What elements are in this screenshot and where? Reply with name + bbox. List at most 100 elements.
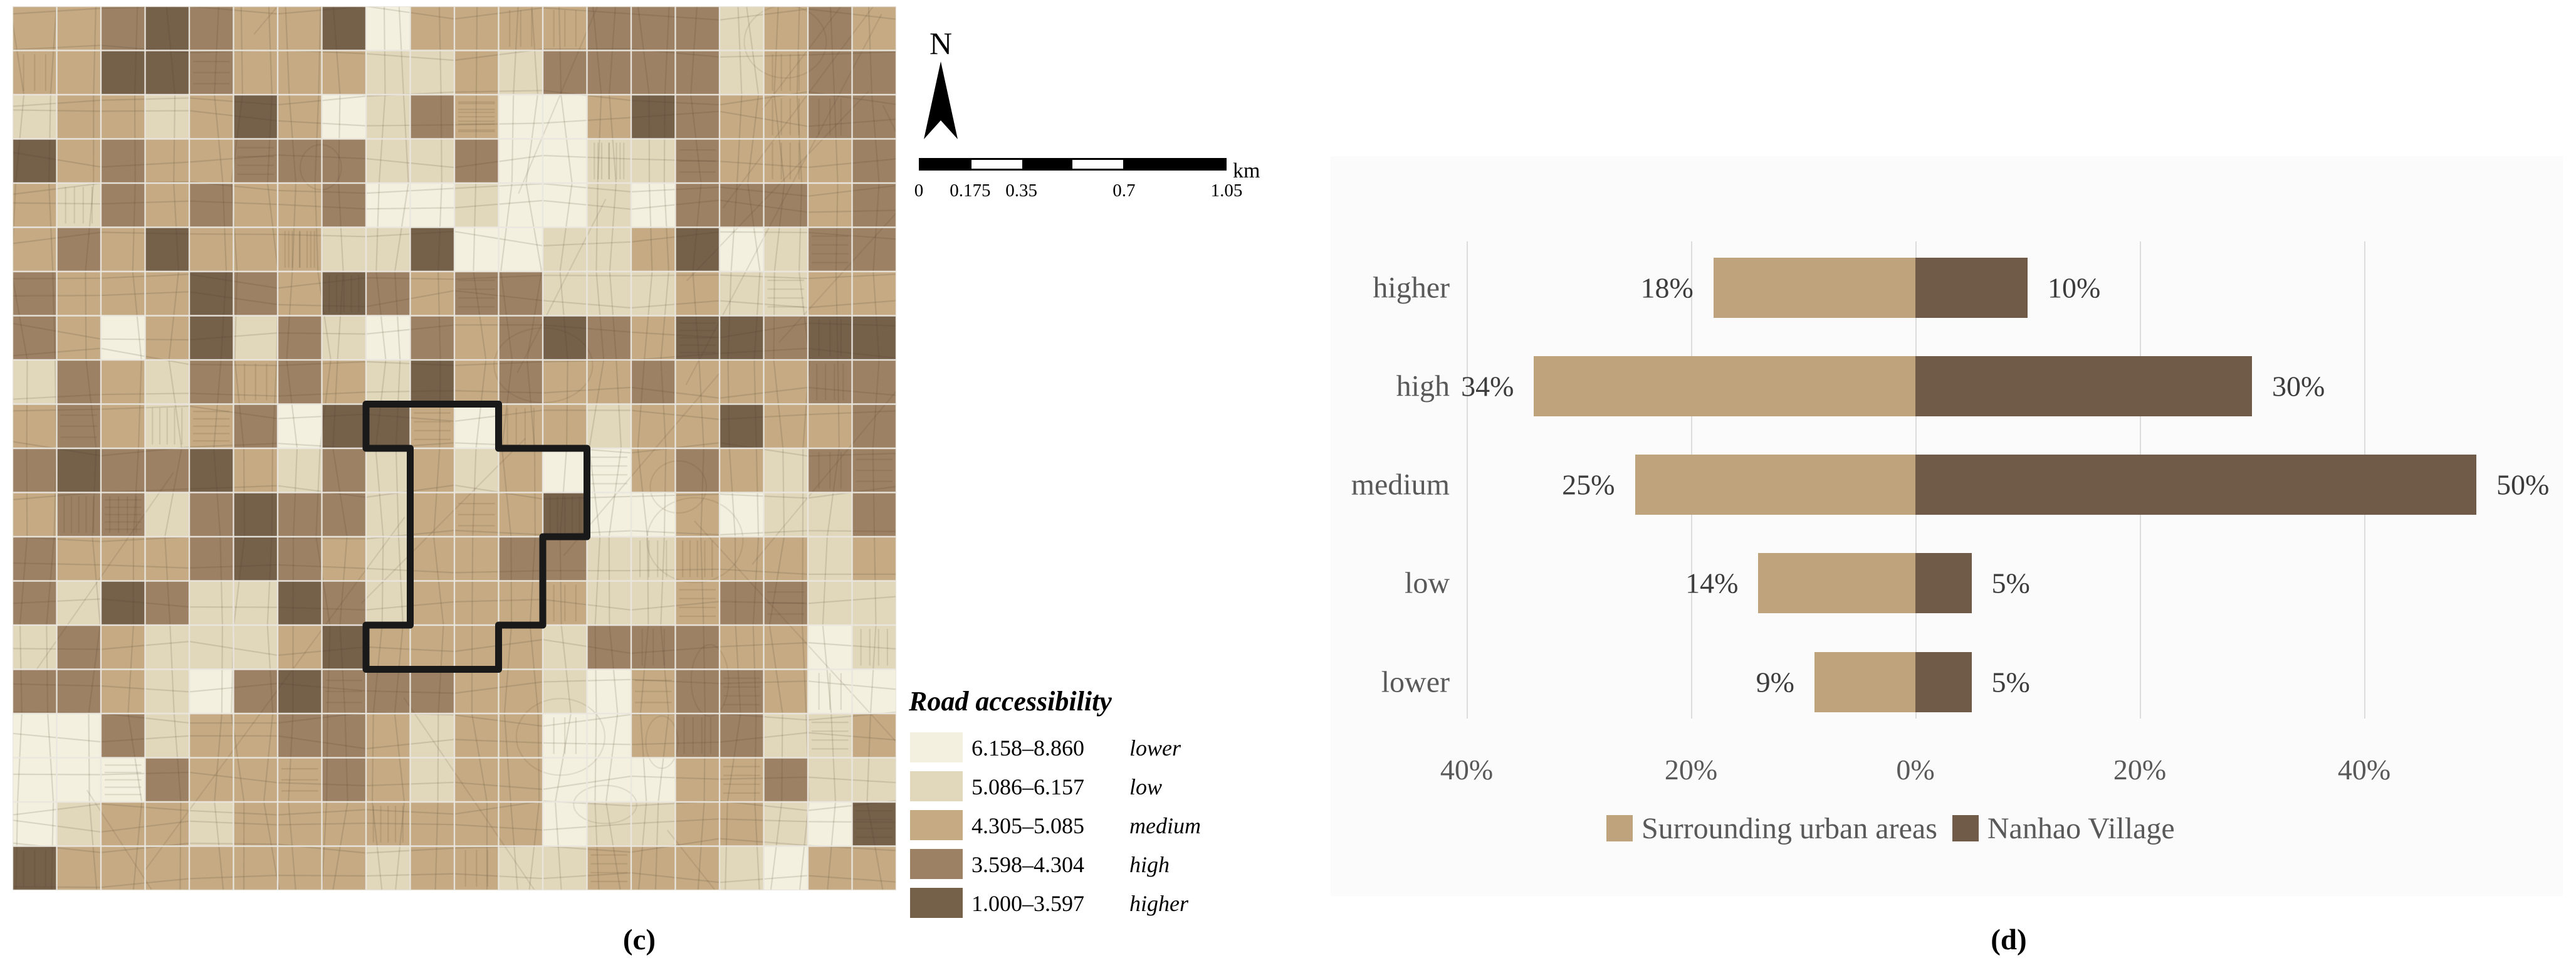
map-cell — [763, 714, 808, 758]
map-cell — [56, 271, 101, 316]
map-cell — [543, 404, 587, 448]
legend-swatch — [910, 771, 963, 801]
map-cell — [543, 581, 587, 625]
value-label-right: 5% — [1991, 666, 2030, 698]
map-cell — [454, 448, 499, 493]
map-cell — [410, 6, 454, 51]
map-legend-row: 3.598–4.304 high — [909, 846, 1260, 885]
map-cell — [189, 802, 234, 846]
map-cell — [278, 95, 322, 139]
map-cell — [101, 183, 145, 228]
chart-legend-label: Surrounding urban areas — [1641, 811, 1937, 845]
map-cell — [763, 669, 808, 714]
map-cell — [366, 802, 411, 846]
map-cell — [101, 315, 145, 360]
map-cell — [410, 404, 454, 448]
map-cell — [720, 714, 764, 758]
map-cell — [101, 537, 145, 581]
x-axis-tick-label: 20% — [1664, 754, 1718, 786]
category-label: high — [1396, 369, 1450, 403]
map-cell — [808, 669, 852, 714]
map-cell — [498, 492, 543, 537]
map-cell — [720, 669, 764, 714]
map-cell — [720, 50, 764, 95]
map-cell — [145, 669, 189, 714]
map-cell — [631, 6, 676, 51]
map-cell — [587, 581, 631, 625]
map-cell — [454, 360, 499, 404]
map-cell — [410, 183, 454, 228]
map-cell — [454, 757, 499, 802]
map-cell — [852, 757, 896, 802]
map-cell — [720, 183, 764, 228]
map-cell — [233, 404, 278, 448]
map-cell — [13, 625, 57, 670]
map-cell — [145, 95, 189, 139]
road-accessibility-map — [13, 6, 896, 890]
scale-bar-tick-label: 0.35 — [1005, 181, 1038, 201]
map-cell — [145, 757, 189, 802]
map-cell — [675, 669, 720, 714]
legend-swatch — [910, 849, 963, 879]
map-cell — [189, 581, 234, 625]
map-cell — [543, 492, 587, 537]
map-cell — [631, 50, 676, 95]
map-cell — [189, 404, 234, 448]
map-cell — [498, 271, 543, 316]
map-cell — [763, 625, 808, 670]
map-cell — [410, 50, 454, 95]
map-cell — [763, 50, 808, 95]
map-cell — [145, 183, 189, 228]
map-cell — [675, 315, 720, 360]
chart-legend-swatch — [1952, 815, 1979, 841]
map-cell — [498, 669, 543, 714]
map-legend-row: 1.000–3.597 higher — [909, 885, 1260, 924]
map-cell — [13, 271, 57, 316]
scale-bar-ticks: 0 0.175 0.35 0.7 1.05 — [914, 181, 1243, 206]
map-cell — [587, 95, 631, 139]
map-cell — [101, 95, 145, 139]
legend-class-label: higher — [1129, 891, 1188, 916]
map-cell — [410, 360, 454, 404]
map-cell — [278, 669, 322, 714]
map-cell — [631, 227, 676, 271]
map-cell — [322, 360, 366, 404]
value-label-right: 50% — [2496, 468, 2550, 501]
map-cell — [808, 757, 852, 802]
map-cell — [454, 492, 499, 537]
map-cell — [675, 625, 720, 670]
map-cell — [189, 50, 234, 95]
map-cell — [720, 537, 764, 581]
map-cell — [852, 50, 896, 95]
map-cell — [56, 714, 101, 758]
legend-range: 6.158–8.860 — [971, 735, 1084, 761]
map-legend-row: 5.086–6.157 low — [909, 769, 1260, 808]
map-cell — [587, 757, 631, 802]
map-cell — [410, 669, 454, 714]
map-cell — [410, 271, 454, 316]
map-cell — [101, 757, 145, 802]
map-cell — [675, 492, 720, 537]
map-cell — [145, 6, 189, 51]
value-label-right: 5% — [1991, 567, 2030, 599]
map-cell — [56, 50, 101, 95]
map-cell — [56, 448, 101, 493]
map-cell — [278, 139, 322, 183]
legend-swatch — [910, 810, 963, 840]
map-cell — [410, 846, 454, 890]
map-cell — [13, 448, 57, 493]
x-axis-tick-label: 20% — [2113, 754, 2167, 786]
map-cell — [410, 537, 454, 581]
map-cell — [145, 404, 189, 448]
map-cell — [587, 6, 631, 51]
legend-swatch — [910, 888, 963, 918]
map-cell — [410, 492, 454, 537]
map-cell — [720, 625, 764, 670]
map-cell — [322, 227, 366, 271]
map-cell — [410, 714, 454, 758]
scale-bar-track — [919, 158, 1227, 171]
map-cell — [763, 404, 808, 448]
map-cell — [675, 581, 720, 625]
map-cell — [808, 714, 852, 758]
map-cell — [233, 802, 278, 846]
